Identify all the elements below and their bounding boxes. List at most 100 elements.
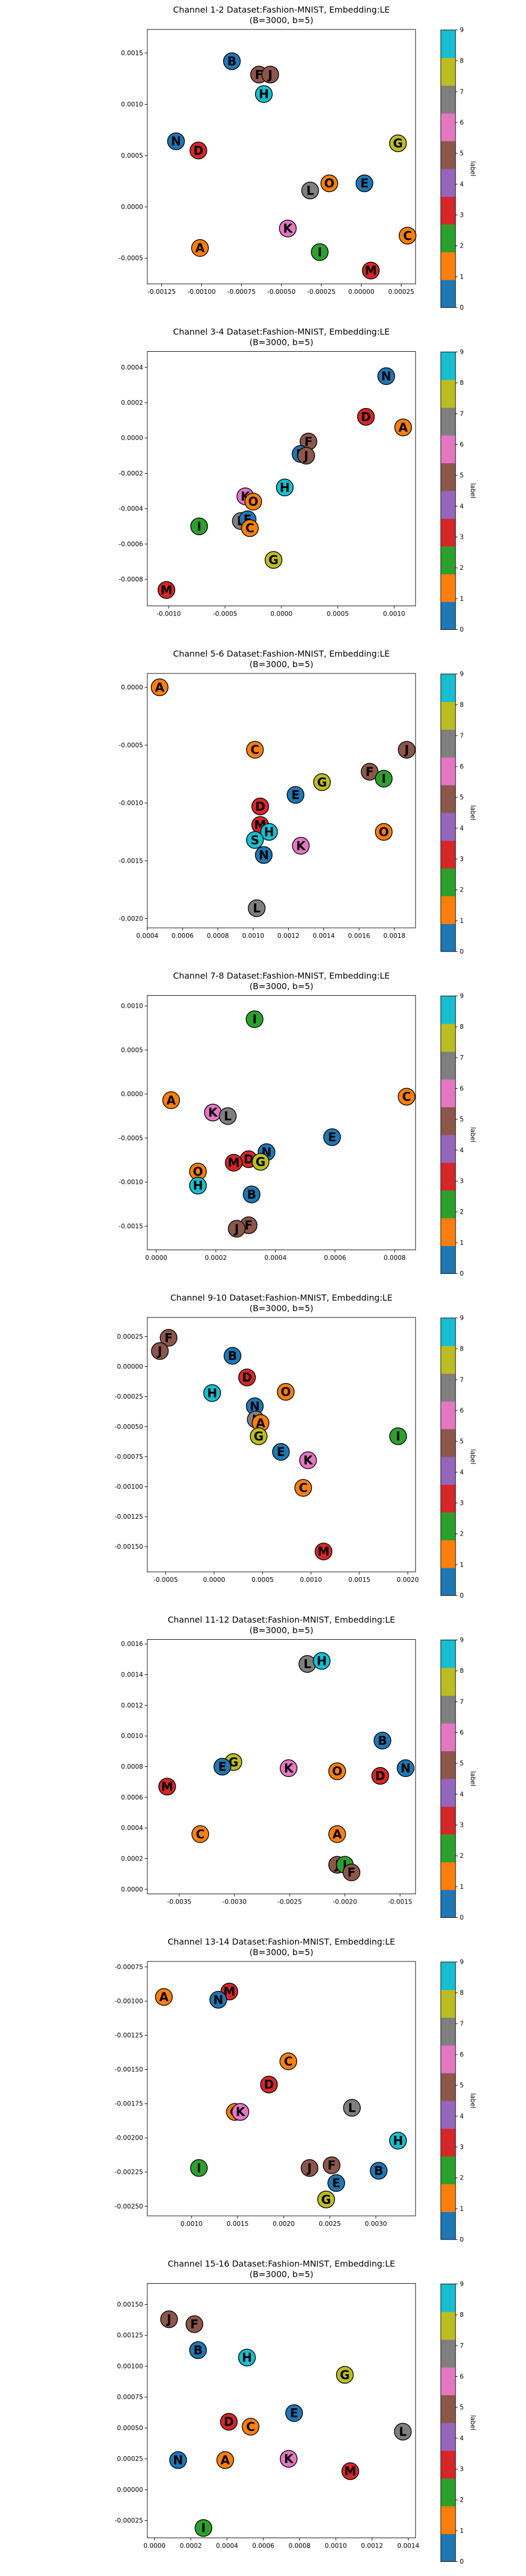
point-label: A [159,1991,169,2005]
x-tick-label: 0.0000 [144,2542,166,2550]
scatter-point [328,1825,346,1843]
y-tick-label: 0.0016 [121,1640,143,1648]
point-label: B [227,55,237,69]
point-label: F [305,435,313,449]
chart-panel: Channel 15-16 Dataset:Fashion-MNIST, Emb… [115,2259,477,2565]
colorbar-segment [441,996,456,1024]
point-label: E [360,177,369,191]
colorbar-segment [441,2533,456,2562]
y-tick-label: 0.00075 [117,2394,143,2401]
y-tick-label: 0.0010 [121,1732,143,1740]
point-label: M [228,1157,240,1170]
colorbar-segment [441,674,456,702]
y-tick-label: 0.0005 [121,1046,143,1054]
colorbar-tick-label: 8 [460,1667,464,1674]
colorbar-segment [441,352,456,380]
point-label: G [256,1156,266,1169]
colorbar-tick-label: 9 [460,2281,464,2288]
scatter-point [220,2413,238,2431]
point-label: N [250,1400,260,1414]
colorbar-segment [441,1889,456,1918]
colorbar-tick-label: 0 [460,2558,464,2565]
colorbar-segment [441,924,456,952]
point-label: H [280,481,290,495]
chart-subtitle: (B=3000, b=5) [249,15,313,25]
x-tick-label: 0.0006 [252,2542,275,2550]
colorbar-tick-label: 4 [460,2435,464,2442]
chart-panel: Channel 7-8 Dataset:Fashion-MNIST, Embed… [119,971,477,1277]
y-tick-label: 0.00100 [117,2363,143,2370]
colorbar-tick-label: 2 [460,242,464,250]
point-label: L [399,2425,407,2439]
colorbar-tick-label: 4 [460,503,464,510]
point-label: F [190,2318,199,2332]
colorbar-segment [441,1568,456,1596]
colorbar-tick-label: 0 [460,948,464,955]
point-label: B [247,1188,257,1202]
colorbar-tick-label: 1 [460,1883,464,1890]
colorbar-segment [441,1778,456,1807]
colorbar-segment [441,1668,456,1696]
point-label: J [403,743,409,757]
x-tick-label: 0.0010 [242,932,264,939]
y-tick-label: 0.0004 [121,364,143,371]
scatter-point [294,1479,312,1497]
colorbar-frame [440,1317,456,1596]
colorbar-tick-label: 4 [460,824,464,832]
scatter-point [169,2451,187,2469]
colorbar-tick-label: 3 [460,855,464,863]
colorbar-segment [441,196,456,225]
scatter-point [261,66,279,84]
colorbar-segment [441,1512,456,1540]
point-label: D [224,2416,234,2429]
scatter-point [203,1384,221,1402]
scatter-point [315,1542,332,1560]
colorbar-tick-label: 8 [460,1345,464,1353]
point-label: A [155,681,165,694]
colorbar-tick-label: 7 [460,410,464,417]
colorbar-frame [440,2284,456,2562]
y-tick-label: 0.0002 [121,399,143,406]
y-tick-label: 0.0000 [121,683,143,691]
point-label: H [317,1654,327,1668]
point-label: D [375,1770,385,1783]
y-tick-label: -0.00200 [115,2134,143,2142]
colorbar-tick-label: 5 [460,2082,464,2089]
colorbar-segment [441,2017,456,2046]
scatter-point [394,2422,412,2441]
colorbar-label: label [469,1449,477,1464]
point-label: D [242,1371,252,1385]
point-label: F [347,1866,356,1880]
colorbar-segment [441,490,456,519]
scatter-point [292,837,310,855]
colorbar-segment [441,57,456,86]
point-label: G [269,554,279,567]
colorbar-segment [441,1190,456,1219]
chart-subtitle: (B=3000, b=5) [249,1626,313,1635]
colorbar-tick-label: 8 [460,2311,464,2318]
point-label: S [250,834,259,847]
scatter-point [389,2132,407,2150]
y-tick-label: 0.0000 [121,1886,143,1893]
colorbar-frame [440,29,456,308]
y-tick-label: -0.00125 [115,2032,143,2039]
y-tick-label: -0.00075 [115,1453,143,1460]
y-tick-label: 0.0008 [121,1763,143,1771]
scatter-point [223,52,241,70]
colorbar-tick-label: 2 [460,2496,464,2503]
colorbar-segment [441,463,456,491]
colorbar-tick-label: 0 [460,1592,464,1599]
point-label: N [173,2454,183,2467]
point-label: D [361,411,371,424]
colorbar-segment [441,601,456,630]
scatter-point [242,1185,261,1203]
x-tick-label: 0.00000 [348,288,375,295]
y-tick-label: -0.00100 [115,1483,143,1490]
scatter-point [300,2159,319,2177]
point-label: G [254,1430,264,1444]
colorbar-segment [441,141,456,169]
x-tick-label: 0.0020 [397,1576,419,1583]
colorbar-segment [441,2156,456,2184]
colorbar-segment [441,252,456,280]
y-tick-label: 0.0000 [121,203,143,211]
